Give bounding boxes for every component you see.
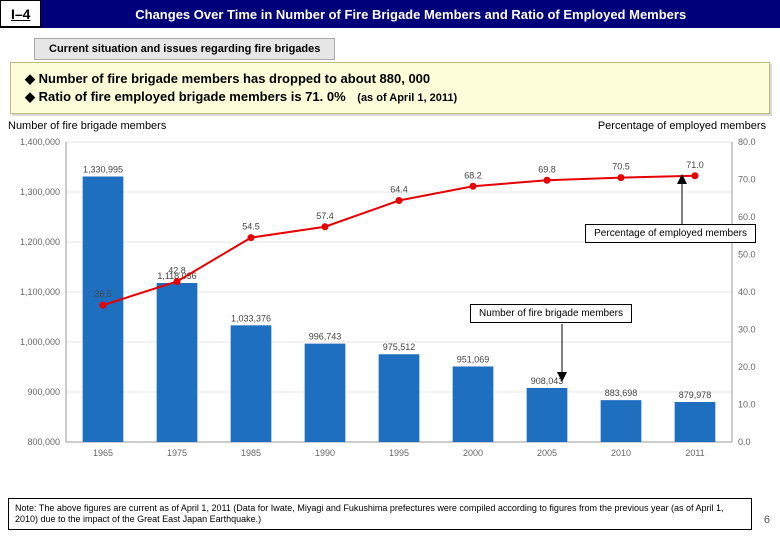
svg-text:1990: 1990	[315, 448, 335, 458]
svg-text:1995: 1995	[389, 448, 409, 458]
svg-text:2005: 2005	[537, 448, 557, 458]
svg-text:60.0: 60.0	[738, 212, 756, 222]
svg-text:0.0: 0.0	[738, 437, 751, 447]
svg-text:1,000,000: 1,000,000	[20, 337, 60, 347]
page-number: 6	[764, 514, 770, 526]
svg-text:883,698: 883,698	[605, 388, 638, 398]
svg-text:1,300,000: 1,300,000	[20, 187, 60, 197]
svg-text:80.0: 80.0	[738, 137, 756, 147]
annotation-members-arrow	[552, 324, 572, 384]
annotation-percentage: Percentage of employed members	[585, 224, 756, 243]
svg-text:64.4: 64.4	[390, 185, 408, 195]
chart-svg: 800,000 900,000 1,000,000 1,100,000 1,200,00…	[8, 134, 772, 464]
page-title: Changes Over Time in Number of Fire Brig…	[41, 0, 780, 28]
axis-labels-row: Number of fire brigade members Percentag…	[0, 118, 780, 132]
svg-text:70.5: 70.5	[612, 162, 630, 172]
svg-text:1,330,995: 1,330,995	[83, 165, 123, 175]
svg-text:800,000: 800,000	[27, 437, 60, 447]
svg-text:1965: 1965	[93, 448, 113, 458]
svg-text:54.5: 54.5	[242, 222, 260, 232]
svg-text:30.0: 30.0	[738, 325, 756, 335]
svg-text:50.0: 50.0	[738, 250, 756, 260]
left-axis-title: Number of fire brigade members	[8, 120, 166, 132]
subheader: Current situation and issues regarding f…	[34, 38, 335, 60]
svg-text:996,743: 996,743	[309, 332, 342, 342]
svg-text:36.5: 36.5	[94, 289, 112, 299]
svg-text:1,400,000: 1,400,000	[20, 137, 60, 147]
svg-text:975,512: 975,512	[383, 342, 416, 352]
footnote: Note: The above figures are current as o…	[8, 498, 752, 531]
svg-text:900,000: 900,000	[27, 387, 60, 397]
svg-text:10.0: 10.0	[738, 400, 756, 410]
svg-text:879,978: 879,978	[679, 390, 712, 400]
svg-text:2000: 2000	[463, 448, 483, 458]
svg-text:68.2: 68.2	[464, 170, 482, 180]
header-bar: I–4 Changes Over Time in Number of Fire …	[0, 0, 780, 28]
svg-text:40.0: 40.0	[738, 287, 756, 297]
svg-text:951,069: 951,069	[457, 354, 490, 364]
svg-text:69.8: 69.8	[538, 164, 556, 174]
callout-line-1: ◆ Number of fire brigade members has dro…	[25, 71, 755, 87]
svg-text:57.4: 57.4	[316, 211, 334, 221]
svg-text:1,033,376: 1,033,376	[231, 313, 271, 323]
callout-box: ◆ Number of fire brigade members has dro…	[10, 62, 770, 114]
svg-text:1985: 1985	[241, 448, 261, 458]
svg-text:1,200,000: 1,200,000	[20, 237, 60, 247]
svg-text:42.8: 42.8	[168, 266, 186, 276]
callout-line-2: ◆ Ratio of fire employed brigade members…	[25, 89, 755, 105]
chart-area: 800,000 900,000 1,000,000 1,100,000 1,200,00…	[8, 134, 772, 464]
svg-text:70.0: 70.0	[738, 175, 756, 185]
right-axis-title: Percentage of employed members	[598, 120, 766, 132]
callout-aside: (as of April 1, 2011)	[357, 92, 457, 104]
svg-text:1,100,000: 1,100,000	[20, 287, 60, 297]
annotation-percentage-arrow	[672, 174, 692, 224]
svg-text:2011: 2011	[685, 448, 704, 458]
svg-text:2010: 2010	[611, 448, 631, 458]
svg-text:71.0: 71.0	[686, 160, 704, 170]
svg-text:1975: 1975	[167, 448, 187, 458]
section-tag: I–4	[0, 0, 41, 28]
annotation-members: Number of fire brigade members	[470, 304, 632, 323]
svg-text:20.0: 20.0	[738, 362, 756, 372]
callout-line-2-text: ◆ Ratio of fire employed brigade members…	[25, 89, 346, 104]
